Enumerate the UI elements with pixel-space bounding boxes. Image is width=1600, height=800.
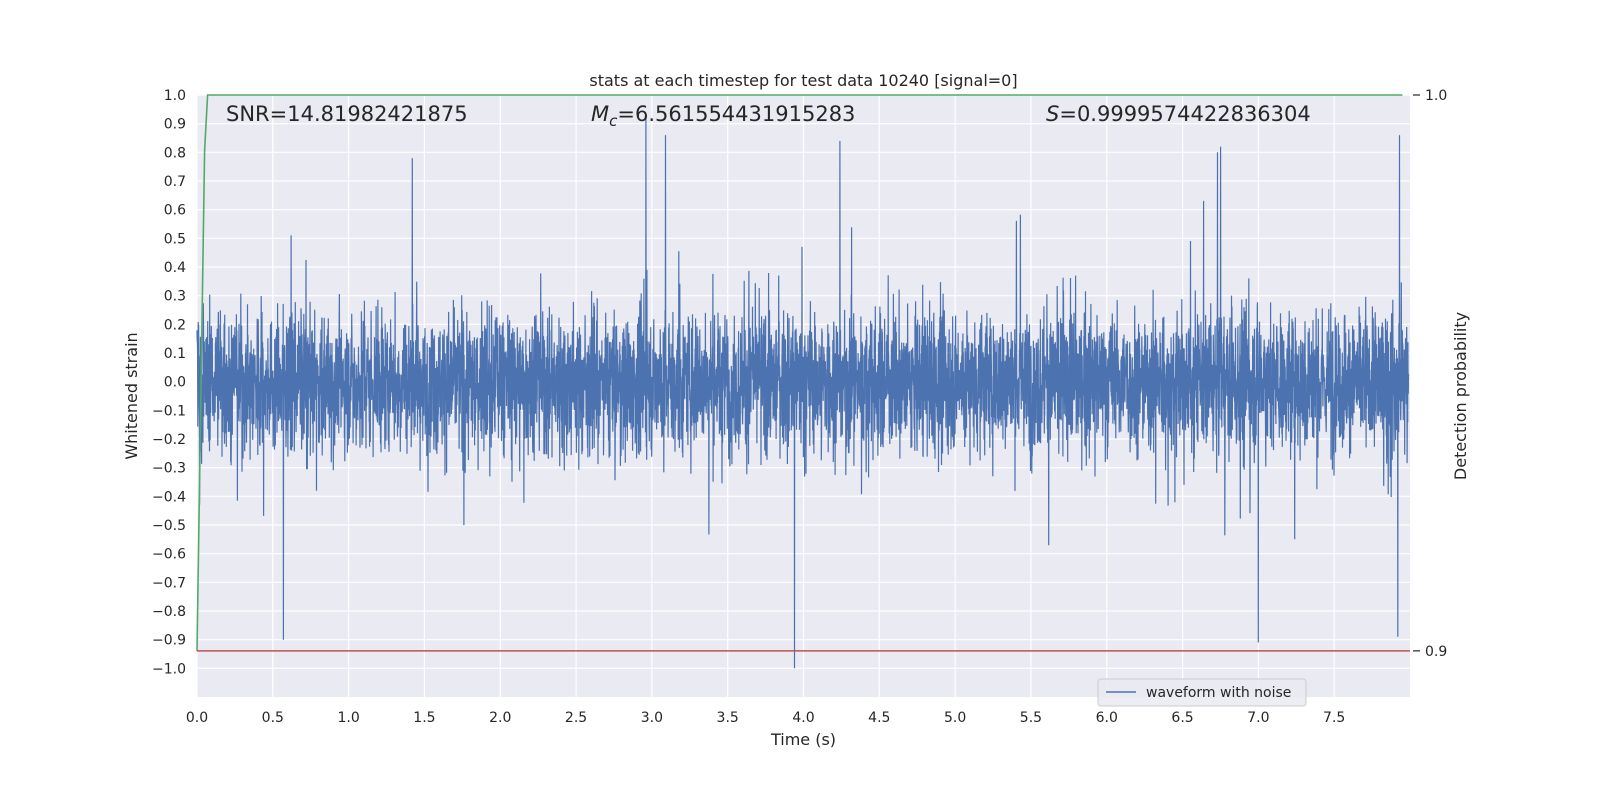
y-tick-label: 0.8 bbox=[164, 145, 186, 161]
y-axis-label: Whitened strain bbox=[122, 332, 141, 459]
y-tick-label: −0.5 bbox=[152, 518, 186, 534]
s-annotation: S=0.9999574422836304 bbox=[1046, 102, 1311, 126]
x-tick-label: 4.0 bbox=[792, 710, 814, 726]
y-tick-label: 0.4 bbox=[164, 260, 186, 276]
y-tick-label: 0.5 bbox=[164, 231, 186, 247]
y-tick-label: −0.2 bbox=[152, 432, 186, 448]
x-tick-label: 5.5 bbox=[1020, 710, 1042, 726]
x-tick-label: 2.0 bbox=[489, 710, 511, 726]
x-tick-label: 1.5 bbox=[413, 710, 435, 726]
x-tick-label: 7.5 bbox=[1323, 710, 1345, 726]
y-tick-label: −0.9 bbox=[152, 633, 186, 649]
x-tick-label: 4.5 bbox=[868, 710, 890, 726]
y-axis-ticks: 1.0 0.9 0.8 0.7 0.6 0.5 0.4 0.3 0.2 0.1 0.0 −0.1 −0.… bbox=[152, 88, 186, 677]
y-tick-label: −0.1 bbox=[152, 403, 186, 419]
y-tick-label: −0.8 bbox=[152, 604, 186, 620]
probability-series-line bbox=[196, 94, 1403, 651]
snr-annotation: SNR=14.81982421875 bbox=[226, 102, 468, 126]
x-tick-label: 0.5 bbox=[262, 710, 284, 726]
y-tick-label: 0.9 bbox=[164, 117, 186, 133]
x-tick-label: 2.5 bbox=[565, 710, 587, 726]
y2-tick-label: 0.9 bbox=[1425, 644, 1447, 660]
y-tick-label: 0.3 bbox=[164, 289, 186, 305]
y-tick-label: −0.4 bbox=[152, 489, 186, 505]
legend: waveform with noise bbox=[1097, 678, 1307, 707]
x-tick-label: 7.0 bbox=[1247, 710, 1269, 726]
y2-axis-label: Detection probability bbox=[1451, 312, 1470, 480]
x-tick-label: 1.0 bbox=[337, 710, 359, 726]
legend-entry-waveform: waveform with noise bbox=[1146, 685, 1291, 701]
x-axis-label: Time (s) bbox=[770, 730, 836, 749]
y-tick-label: 0.0 bbox=[164, 375, 186, 391]
mc-subscript: c bbox=[609, 112, 618, 130]
y-tick-label: 1.0 bbox=[164, 88, 186, 104]
mc-symbol: M bbox=[591, 102, 609, 126]
x-tick-label: 5.0 bbox=[944, 710, 966, 726]
y-tick-label: −0.6 bbox=[152, 547, 186, 563]
y-tick-label: 0.2 bbox=[164, 317, 186, 333]
x-axis-ticks: 0.0 0.5 1.0 1.5 2.0 2.5 3.0 3.5 4.0 4.5 5.0 5.5 6.0 6… bbox=[186, 710, 1345, 726]
y2-tick-label: 1.0 bbox=[1425, 88, 1447, 104]
s-symbol: S bbox=[1046, 102, 1059, 126]
x-tick-label: 3.5 bbox=[717, 710, 739, 726]
x-tick-label: 0.0 bbox=[186, 710, 208, 726]
x-tick-label: 6.5 bbox=[1171, 710, 1193, 726]
x-tick-label: 6.0 bbox=[1096, 710, 1118, 726]
mc-annotation: Mc=6.561554431915283 bbox=[591, 102, 855, 130]
legend-box bbox=[1097, 678, 1307, 707]
y-tick-label: 0.1 bbox=[164, 346, 186, 362]
y-tick-label: −0.7 bbox=[152, 575, 186, 591]
mc-value: =6.561554431915283 bbox=[617, 102, 855, 126]
y-tick-label: −1.0 bbox=[152, 661, 186, 677]
plot-series bbox=[196, 94, 1410, 669]
y-tick-label: −0.3 bbox=[152, 461, 186, 477]
y-tick-label: 0.6 bbox=[164, 203, 186, 219]
waveform-series-line bbox=[196, 117, 1410, 669]
s-value: =0.9999574422836304 bbox=[1059, 102, 1310, 126]
y2-axis-ticks: 1.0 0.9 bbox=[1413, 88, 1447, 660]
y-tick-label: 0.7 bbox=[164, 174, 186, 190]
chart-title: stats at each timestep for test data 102… bbox=[589, 71, 1017, 90]
x-tick-label: 3.0 bbox=[641, 710, 663, 726]
